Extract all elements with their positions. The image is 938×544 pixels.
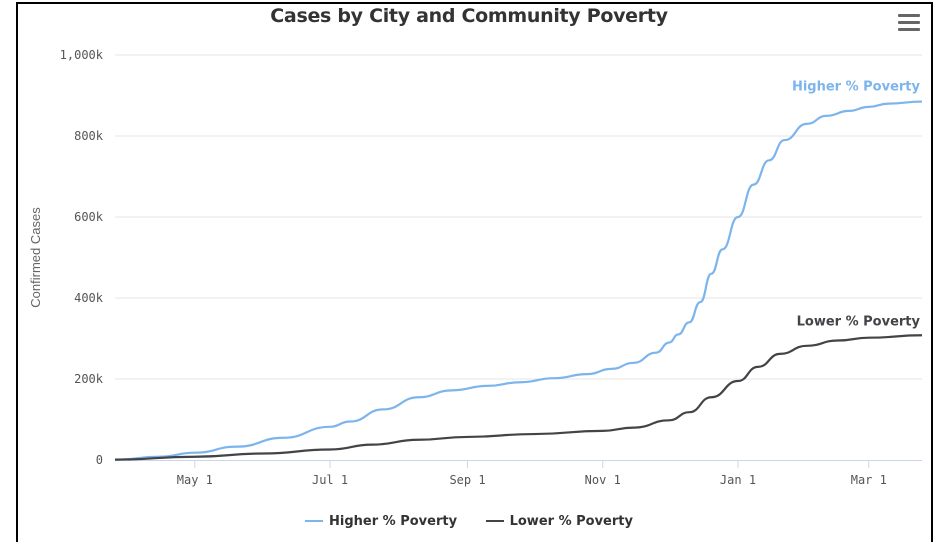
x-tick-label: Jan 1 xyxy=(720,473,756,487)
x-tick-label: Jul 1 xyxy=(312,473,348,487)
y-tick-label: 0 xyxy=(96,453,103,467)
y-tick-label: 200k xyxy=(74,372,104,386)
legend-item-lower-poverty[interactable]: Lower % Poverty xyxy=(485,514,633,529)
y-tick-label: 600k xyxy=(74,210,104,224)
chart-legend: Higher % Poverty Lower % Poverty xyxy=(0,514,938,529)
hamburger-menu-icon[interactable] xyxy=(898,14,920,32)
y-tick-label: 800k xyxy=(74,129,104,143)
x-tick-label: Sep 1 xyxy=(449,473,485,487)
series-line-lower-poverty xyxy=(114,334,923,461)
y-axis-label: Confirmed Cases xyxy=(28,207,43,308)
y-tick-label: 1,000k xyxy=(60,48,104,62)
legend-label-lower: Lower % Poverty xyxy=(509,514,633,529)
chart-frame xyxy=(16,2,933,542)
legend-swatch-lower xyxy=(485,519,504,522)
chart-plot: 0 200k 400k 600k 800k 1,000k May 1 Jul 1 Sep 1 No… xyxy=(28,48,923,487)
y-tick-label: 400k xyxy=(74,291,104,305)
series-end-label: Lower % Poverty xyxy=(797,314,921,329)
series-line-higher-poverty xyxy=(114,100,923,461)
series-end-label: Higher % Poverty xyxy=(792,80,921,95)
x-tick-label: Nov 1 xyxy=(585,473,621,487)
legend-swatch-higher xyxy=(305,519,323,522)
legend-item-higher-poverty[interactable]: Higher % Poverty xyxy=(305,514,457,529)
legend-label-higher: Higher % Poverty xyxy=(329,514,458,529)
chart-title: Cases by City and Community Poverty xyxy=(270,5,668,27)
x-tick-label: Mar 1 xyxy=(851,473,887,487)
x-tick-label: May 1 xyxy=(177,473,213,487)
